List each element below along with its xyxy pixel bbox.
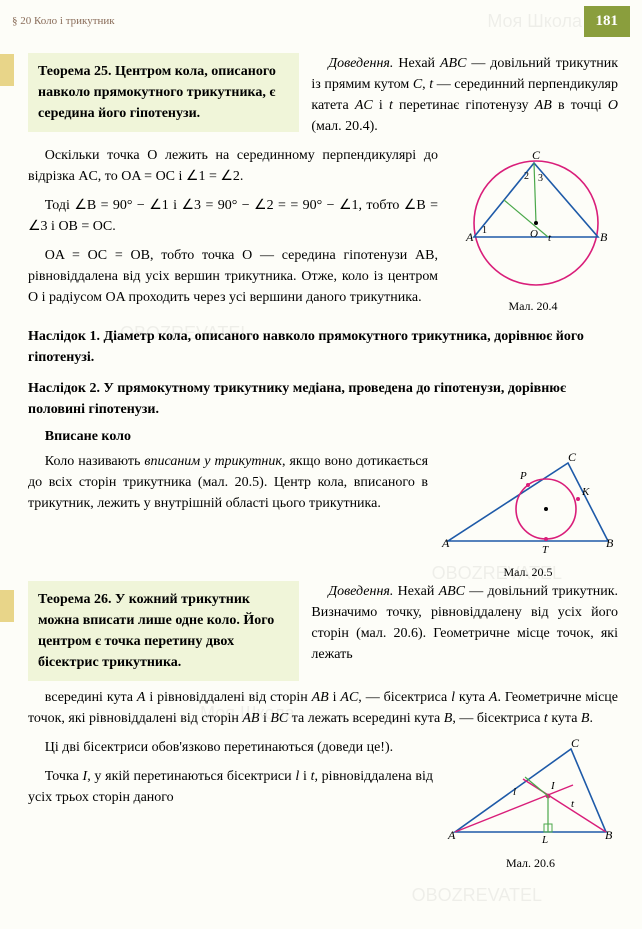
svg-text:C: C — [571, 737, 580, 750]
svg-text:3: 3 — [538, 173, 543, 184]
figure-20-4: A B C O t 1 2 3 Мал. 20.4 — [448, 145, 618, 315]
svg-text:K: K — [581, 486, 590, 498]
svg-text:t: t — [548, 232, 552, 244]
svg-text:l: l — [513, 786, 516, 798]
theorem-26: Теорема 26. У кожний трикутник можна впи… — [28, 581, 299, 681]
section-marker — [0, 590, 14, 622]
watermark: OBOZREVATEL — [412, 882, 542, 909]
svg-text:B: B — [605, 828, 613, 842]
proof-label: Доведення. — [328, 584, 393, 599]
svg-text:B: B — [606, 536, 614, 550]
svg-text:A: A — [447, 828, 456, 842]
svg-text:2: 2 — [524, 171, 529, 182]
svg-text:1: 1 — [482, 225, 487, 236]
svg-text:P: P — [519, 470, 527, 482]
figure-caption: Мал. 20.4 — [448, 297, 618, 315]
figure-caption: Мал. 20.5 — [438, 563, 618, 581]
svg-text:t: t — [571, 798, 575, 810]
figure-caption: Мал. 20.6 — [443, 854, 618, 872]
section-marker — [0, 54, 14, 86]
corollary-2: Наслідок 2. У прямокутному трикутнику ме… — [28, 378, 618, 420]
svg-text:C: C — [568, 451, 577, 464]
proof2-p1: всередині кута A і рівновіддалені від ст… — [28, 687, 618, 729]
svg-text:I: I — [550, 780, 556, 792]
proof-label: Доведення. — [328, 56, 393, 71]
svg-text:T: T — [542, 544, 549, 556]
theorem-25: Теорема 25. Центром кола, описаного навк… — [28, 53, 299, 132]
svg-text:B: B — [600, 230, 608, 244]
svg-text:L: L — [541, 834, 548, 846]
svg-text:C: C — [532, 148, 541, 162]
corollary-1: Наслідок 1. Діаметр кола, описаного навк… — [28, 326, 618, 368]
figure-20-6: A B C I l t L Мал. 20.6 — [443, 737, 618, 872]
inscribed-title: Вписане коло — [45, 426, 618, 447]
svg-text:A: A — [465, 230, 474, 244]
figure-20-5: A B C P K T Мал. 20.5 — [438, 451, 618, 581]
svg-text:A: A — [441, 536, 450, 550]
svg-text:O: O — [530, 228, 538, 240]
section-title: § 20 Коло і трикутник — [12, 13, 115, 30]
page-number: 181 — [584, 6, 631, 37]
page-header: § 20 Коло і трикутник 181 — [0, 0, 642, 43]
